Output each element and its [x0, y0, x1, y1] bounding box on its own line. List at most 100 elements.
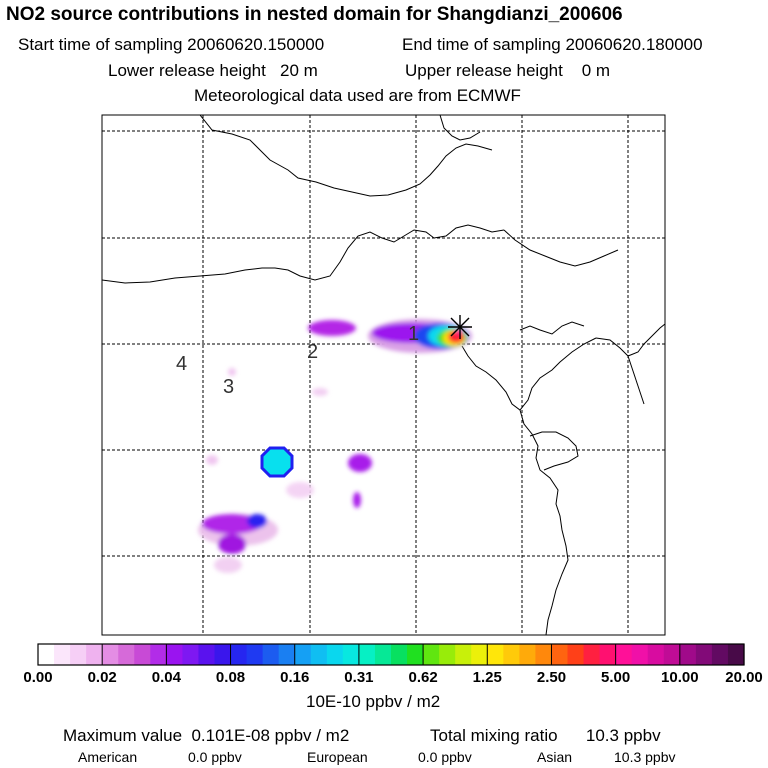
colorbar-tick-label: 0.04: [151, 669, 181, 686]
plume-southwest: [218, 534, 246, 554]
colorbar-cell: [503, 644, 520, 665]
colorbar-cell: [198, 644, 216, 665]
border-peninsula: [627, 355, 645, 405]
upper-release-label: Upper release height 0 m: [405, 61, 611, 80]
border-korea: [595, 323, 665, 357]
colorbar-tick-label: 0.08: [215, 669, 246, 686]
colorbar-cell: [182, 644, 200, 665]
colorbar-cell: [230, 644, 248, 665]
colorbar-cell: [150, 644, 167, 665]
asian-label: Asian: [537, 749, 573, 765]
maximum-value-label: Maximum value 0.101E-08 ppbv / m2: [63, 726, 350, 745]
colorbar-cell: [374, 644, 392, 665]
coast-east-china: [519, 409, 569, 635]
colorbar-tick-label: 2.50: [536, 669, 567, 686]
colorbar-cell: [455, 644, 472, 665]
colorbar-cell: [166, 644, 184, 665]
colorbar-tick-label: 0.16: [280, 669, 310, 686]
colorbar-cell: [391, 644, 408, 665]
colorbar-cell: [567, 644, 585, 665]
colorbar-cell: [214, 644, 232, 665]
border-korea-west: [519, 321, 585, 335]
colorbar-cell: [631, 644, 649, 665]
colorbar-cell: [102, 644, 119, 665]
asian-value: 10.3 ppbv: [614, 749, 676, 765]
border-east-ridge: [503, 229, 619, 267]
region-labels: 1 2 3 4: [176, 323, 419, 398]
colorbar-cell: [615, 644, 633, 665]
plume-southwest-faint: [214, 557, 242, 573]
plume-small-c: [312, 388, 328, 396]
meteorological-label: Meteorological data used are from ECMWF: [194, 86, 521, 105]
colorbar-cell: [487, 644, 504, 665]
colorbar-cell: [471, 644, 488, 665]
colorbar-cell: [695, 644, 713, 665]
colorbar-cell: [551, 644, 569, 665]
colorbar-cell: [599, 644, 617, 665]
colorbar-cell: [246, 644, 264, 665]
plume-region2: [308, 320, 356, 336]
colorbar-tick-label: 5.00: [601, 669, 631, 686]
colorbar-tick-label: 0.00: [23, 669, 53, 686]
concentration-field: [198, 319, 472, 573]
end-time-label: End time of sampling 20060620.180000: [402, 35, 703, 54]
region-label-3: 3: [223, 376, 234, 398]
chart-title: NO2 source contributions in nested domai…: [6, 4, 623, 25]
region-label-1: 1: [408, 323, 419, 345]
start-time-label: Start time of sampling 20060620.150000: [18, 35, 325, 54]
colorbar-cell: [727, 644, 745, 665]
colorbar-cell: [38, 644, 55, 665]
european-label: European: [307, 749, 368, 765]
plume-octagon: [260, 446, 294, 478]
colorbar-cell: [54, 644, 71, 665]
colorbar-cell: [262, 644, 280, 665]
colorbar-cell: [711, 644, 729, 665]
colorbar-tick-label: 0.02: [87, 669, 117, 686]
border-middle: [102, 224, 505, 284]
colorbar-cell: [278, 644, 296, 665]
plume-west-magenta: [202, 514, 262, 534]
colorbar-dividers: [101, 644, 681, 665]
colorbar-tick-label: 1.25: [472, 669, 502, 686]
colorbar-cell: [519, 644, 537, 665]
lower-release-label: Lower release height 20 m: [108, 61, 318, 80]
receptor-marker: [448, 315, 472, 339]
colorbar-cell: [407, 644, 424, 665]
total-mixing-ratio-label: Total mixing ratio 10.3 ppbv: [430, 726, 661, 745]
colorbar-cell: [439, 644, 456, 665]
colorbar-cell: [535, 644, 553, 665]
region-label-4: 4: [176, 353, 187, 375]
colorbar-cell: [134, 644, 151, 665]
coast-shandong: [529, 431, 579, 471]
colorbar-cell: [663, 644, 681, 665]
colorbar-cell: [294, 644, 312, 665]
coastlines-borders: [102, 115, 665, 635]
colorbar-tick-label: 0.31: [344, 669, 374, 686]
plume-small-a: [206, 455, 218, 465]
border-north-east: [439, 115, 481, 141]
plume-east-south: [348, 454, 372, 472]
plume-west-blue: [247, 514, 267, 528]
colorbar-cell: [423, 644, 440, 665]
border-coast-bohai: [461, 337, 597, 411]
colorbar-tick-label: 20.00: [725, 669, 763, 686]
colorbar-cell: [342, 644, 360, 665]
colorbar-tick-label: 10.00: [661, 669, 699, 686]
colorbar-cell: [326, 644, 344, 665]
colorbar-unit: 10E-10 ppbv / m2: [306, 692, 441, 711]
colorbar-frame: [37, 643, 745, 666]
colorbar-cell: [118, 644, 135, 665]
american-label: American: [78, 749, 138, 765]
colorbar-cell: [583, 644, 601, 665]
american-value: 0.0 ppbv: [188, 749, 242, 765]
region-label-2: 2: [307, 341, 318, 363]
plume-east-south-tail: [353, 492, 361, 508]
border-north: [199, 115, 493, 197]
colorbar-tick-label: 0.62: [408, 669, 438, 686]
colorbar-cell: [647, 644, 665, 665]
colorbar-cell: [679, 644, 697, 665]
colorbar-cell: [358, 644, 376, 665]
european-value: 0.0 ppbv: [418, 749, 472, 765]
